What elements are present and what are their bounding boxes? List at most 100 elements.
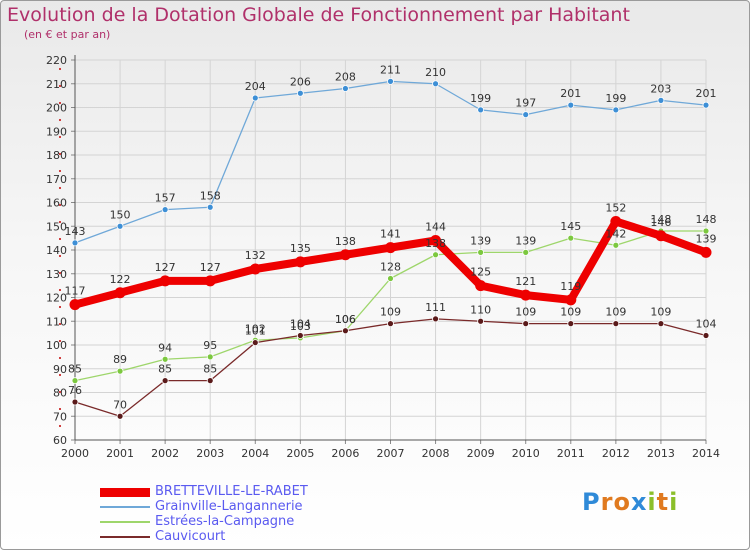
data-label: 104 bbox=[696, 318, 717, 331]
data-point bbox=[430, 235, 442, 246]
data-label: 210 bbox=[425, 66, 446, 79]
data-label: 89 bbox=[113, 353, 127, 366]
data-point bbox=[702, 227, 710, 235]
data-label: 211 bbox=[380, 63, 401, 76]
y-tick-label: 220 bbox=[46, 54, 67, 67]
data-point bbox=[610, 216, 622, 227]
data-label: 144 bbox=[425, 221, 446, 234]
data-label: 203 bbox=[650, 82, 671, 95]
data-point bbox=[116, 367, 124, 375]
data-point bbox=[432, 251, 439, 259]
data-label: 132 bbox=[245, 249, 266, 262]
data-label: 143 bbox=[65, 225, 86, 238]
data-point bbox=[116, 412, 124, 420]
data-label: 109 bbox=[560, 306, 581, 319]
data-label: 127 bbox=[155, 261, 176, 274]
data-point bbox=[700, 246, 712, 258]
data-point bbox=[702, 332, 710, 339]
legend-label: Grainville-Langannerie bbox=[155, 499, 303, 514]
data-label: 199 bbox=[470, 92, 491, 105]
data-point bbox=[71, 239, 79, 247]
x-tick-label: 2009 bbox=[467, 447, 495, 460]
data-label: 197 bbox=[515, 97, 536, 110]
data-point bbox=[161, 206, 169, 214]
data-label: 106 bbox=[335, 313, 356, 326]
data-label: 206 bbox=[290, 75, 311, 88]
axis-dot bbox=[59, 204, 61, 206]
series bbox=[69, 77, 712, 420]
data-label: 199 bbox=[605, 92, 626, 105]
legend-swatch bbox=[100, 487, 150, 497]
y-tick-label: 150 bbox=[46, 220, 67, 233]
y-tick-label: 70 bbox=[53, 410, 67, 423]
data-point bbox=[520, 289, 532, 301]
data-label: 109 bbox=[380, 306, 401, 319]
y-tick-label: 110 bbox=[46, 315, 67, 328]
axis-dot bbox=[59, 85, 61, 87]
data-point bbox=[71, 398, 79, 406]
data-label: 139 bbox=[696, 232, 717, 245]
data-label: 139 bbox=[470, 234, 491, 247]
x-tick-label: 2012 bbox=[602, 447, 630, 460]
data-label: 142 bbox=[605, 227, 626, 240]
axis-dot bbox=[59, 391, 61, 393]
data-label: 157 bbox=[155, 192, 176, 205]
data-point bbox=[565, 294, 577, 306]
data-point bbox=[612, 106, 620, 114]
data-label: 94 bbox=[158, 341, 172, 354]
data-label: 76 bbox=[68, 384, 82, 397]
data-point bbox=[657, 320, 665, 328]
data-label: 102 bbox=[245, 322, 266, 335]
data-point bbox=[655, 230, 667, 242]
data-label: 121 bbox=[515, 275, 536, 288]
data-label: 122 bbox=[110, 273, 131, 286]
data-label: 125 bbox=[470, 266, 491, 279]
x-tick-label: 2008 bbox=[422, 447, 450, 460]
data-label: 104 bbox=[290, 318, 311, 331]
axis-dot bbox=[59, 136, 61, 138]
data-label: 158 bbox=[200, 189, 221, 202]
data-point bbox=[342, 327, 349, 335]
y-tick-label: 200 bbox=[46, 102, 67, 115]
data-label: 109 bbox=[650, 306, 671, 319]
data-label: 139 bbox=[515, 234, 536, 247]
axis-dot bbox=[59, 306, 61, 308]
logo-letter: i bbox=[669, 488, 679, 516]
logo-letter: i bbox=[647, 488, 657, 516]
data-point bbox=[339, 249, 351, 261]
data-label: 146 bbox=[650, 216, 671, 229]
data-point bbox=[475, 280, 487, 292]
logo-letter: o bbox=[613, 488, 631, 516]
legend-label: Cauvicourt bbox=[155, 529, 226, 544]
data-point bbox=[522, 248, 530, 256]
y-tick-label: 90 bbox=[53, 363, 67, 376]
x-tick-label: 2001 bbox=[106, 447, 134, 460]
proxiti-logo: Proxiti bbox=[582, 488, 678, 516]
data-label: 135 bbox=[290, 242, 311, 255]
logo-letter: x bbox=[630, 488, 648, 516]
legend-label: BRETTEVILLE-LE-RABET bbox=[155, 484, 308, 499]
x-tick-label: 2005 bbox=[286, 447, 314, 460]
data-point bbox=[206, 203, 214, 211]
data-label: 152 bbox=[605, 202, 626, 215]
axis-dot bbox=[59, 357, 61, 359]
data-point bbox=[657, 96, 665, 104]
data-point bbox=[114, 287, 126, 299]
data-label: 148 bbox=[650, 213, 671, 226]
x-tick-label: 2010 bbox=[512, 447, 540, 460]
data-label: 127 bbox=[200, 261, 221, 274]
data-point bbox=[71, 377, 79, 385]
y-tick-label: 60 bbox=[53, 434, 67, 447]
data-label: 109 bbox=[515, 306, 536, 319]
axis-dot bbox=[59, 119, 61, 121]
data-label: 208 bbox=[335, 71, 356, 84]
data-point bbox=[251, 339, 259, 347]
axis-dot bbox=[59, 425, 61, 427]
data-label: 150 bbox=[110, 208, 131, 221]
grid bbox=[74, 59, 707, 441]
y-tick-label: 170 bbox=[46, 173, 67, 186]
axis-dot bbox=[59, 323, 61, 325]
data-point bbox=[522, 320, 530, 328]
data-point bbox=[385, 242, 396, 254]
